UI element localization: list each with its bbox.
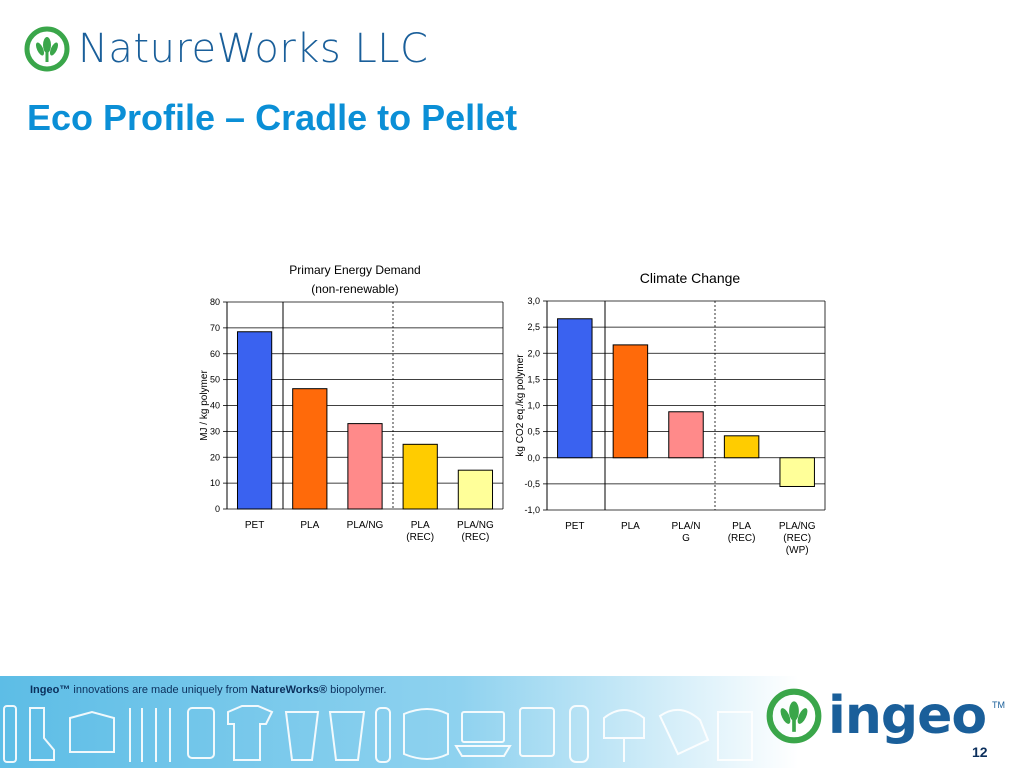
ingeo-wordmark: ingeo bbox=[828, 686, 987, 746]
chart1-ytick-label: 50 bbox=[210, 375, 220, 385]
footer-banner: Ingeo™ innovations are made uniquely fro… bbox=[0, 676, 1024, 768]
chart2-category-label: PET bbox=[565, 521, 584, 532]
chart2-ytick-label: 2,5 bbox=[527, 322, 540, 332]
ingeo-logo: ingeo bbox=[766, 686, 987, 746]
caption-end: biopolymer. bbox=[327, 684, 387, 696]
chart2-bar bbox=[612, 344, 649, 459]
chart1-category-label: PLA/NG bbox=[347, 520, 384, 531]
chart2-category-label: PLA bbox=[621, 521, 640, 532]
chart2-category-label: (REC) bbox=[728, 533, 756, 544]
chart1-ytick-label: 40 bbox=[210, 401, 220, 411]
chart1-ytick-label: 20 bbox=[210, 452, 220, 462]
chart2-bar bbox=[668, 411, 704, 459]
page-title: Eco Profile – Cradle to Pellet bbox=[27, 97, 518, 138]
page-number: 12 bbox=[972, 744, 988, 760]
chart1-subtitle: (non-renewable) bbox=[311, 282, 398, 296]
chart2-ytick-label: 3,0 bbox=[527, 296, 540, 306]
chart2-ytick-label: -1,0 bbox=[524, 505, 540, 515]
chart1-category-label: PLA bbox=[411, 520, 430, 531]
chart2-bar bbox=[779, 457, 815, 487]
chart1-ytick-label: 60 bbox=[210, 349, 220, 359]
chart2-ytick-label: -0,5 bbox=[524, 479, 540, 489]
chart1-ytick-label: 0 bbox=[215, 504, 220, 514]
chart1-bar bbox=[347, 423, 383, 510]
caption-brand: Ingeo™ bbox=[30, 684, 71, 696]
company-name: NatureWorks LLC bbox=[78, 26, 429, 72]
chart2-ytick-label: 1,0 bbox=[527, 401, 540, 411]
chart1-ytick-label: 10 bbox=[210, 478, 220, 488]
natureworks-logo: NatureWorks LLC bbox=[24, 24, 429, 74]
chart2-category-label: PLA/NG bbox=[779, 521, 816, 532]
chart2-bar bbox=[723, 435, 760, 459]
chart1-bar bbox=[402, 443, 438, 510]
chart1-category-label: (REC) bbox=[462, 532, 490, 543]
chart1-ylabel: MJ / kg polymer bbox=[199, 370, 210, 441]
chart2-ytick-label: 0,5 bbox=[527, 427, 540, 437]
chart1-bar bbox=[457, 469, 494, 510]
chart1-bar bbox=[236, 331, 273, 510]
chart1-ytick-label: 80 bbox=[210, 297, 220, 307]
footer-caption: Ingeo™ innovations are made uniquely fro… bbox=[30, 684, 386, 696]
chart2-ytick-label: 1,5 bbox=[527, 374, 540, 384]
chart1-category-label: (REC) bbox=[406, 532, 434, 543]
chart2-category-label: PLA/N bbox=[672, 521, 701, 532]
chart2-category-label: PLA bbox=[732, 521, 751, 532]
caption-mid: innovations are made uniquely from bbox=[70, 684, 251, 696]
chart2-category-label: (WP) bbox=[786, 545, 809, 556]
chart1-category-label: PLA/NG bbox=[457, 520, 494, 531]
chart2-category-label: (REC) bbox=[783, 533, 811, 544]
chart1-title: Primary Energy Demand bbox=[289, 263, 420, 277]
chart2-category-label: G bbox=[682, 533, 690, 544]
trademark-mark: TM bbox=[992, 700, 1005, 710]
chart1-category-label: PET bbox=[245, 520, 264, 531]
product-icons-strip bbox=[3, 705, 753, 763]
chart2-ytick-label: 0,0 bbox=[527, 453, 540, 463]
chart1-category-label: PLA bbox=[300, 520, 319, 531]
leaf-circle-icon bbox=[24, 26, 70, 72]
caption-natureworks: NatureWorks® bbox=[250, 684, 328, 696]
chart2-ylabel: kg CO2 eq./kg polymer bbox=[515, 354, 526, 457]
leaf-circle-icon bbox=[766, 688, 822, 744]
chart1-ytick-label: 70 bbox=[210, 323, 220, 333]
chart1-ytick-label: 30 bbox=[210, 426, 220, 436]
chart2-bar bbox=[557, 318, 593, 459]
chart2-title: Climate Change bbox=[640, 270, 741, 286]
chart1-bar bbox=[292, 388, 328, 510]
chart2-ytick-label: 2,0 bbox=[527, 348, 540, 358]
